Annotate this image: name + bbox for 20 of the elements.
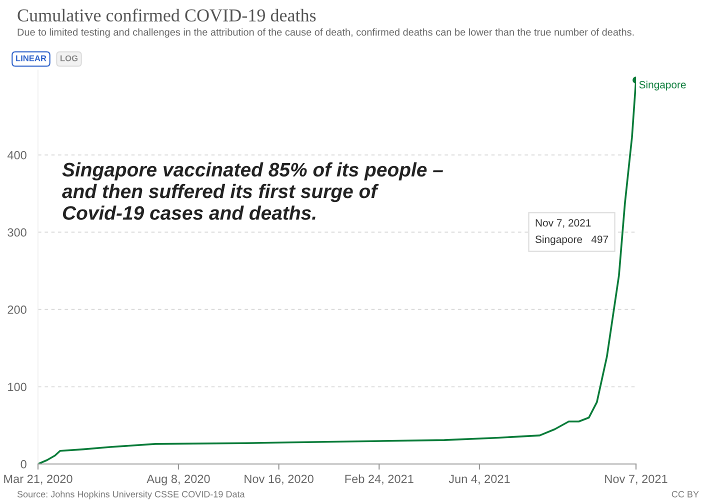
x-tick-label: Jun 4, 2021	[448, 474, 510, 484]
x-tick-label: Aug 8, 2020	[146, 474, 210, 486]
x-tick-label: Nov 7, 2021	[605, 474, 668, 484]
y-tick-label: 200	[8, 306, 26, 314]
annotation: Nov 7, 2021 Singapore 497	[535, 219, 608, 246]
chart-subtitle: Due to limited testing and challenges in the attribution of the cause of death, confirmed deaths can be lower than the true number of deaths.	[18, 28, 634, 38]
y-tick-label: 400	[7, 151, 26, 160]
y-tick-label: 0	[20, 460, 26, 468]
source-note: Source: Johns Hopkins University CSSE COVID-19 Data	[17, 490, 245, 500]
series-label: Singapore	[639, 80, 686, 90]
x-tick-label: Feb 24, 2021	[345, 474, 414, 484]
y-tick-label: 300	[8, 228, 26, 237]
y-tick-label: 100	[8, 382, 26, 392]
annotation: Singapore vaccinated 85% of its people – and then suffered its first surge of Covid-19 cases and deaths.	[62, 162, 443, 220]
text: LINEAR	[16, 55, 46, 62]
text: CC BY	[672, 491, 699, 498]
chart-title: Cumulative confirmed COVID-19 deaths	[18, 8, 316, 22]
text: LOG	[60, 55, 78, 62]
x-tick-label: Nov 16, 2020	[244, 474, 314, 484]
x-tick-label: Mar 21, 2020	[4, 474, 72, 484]
